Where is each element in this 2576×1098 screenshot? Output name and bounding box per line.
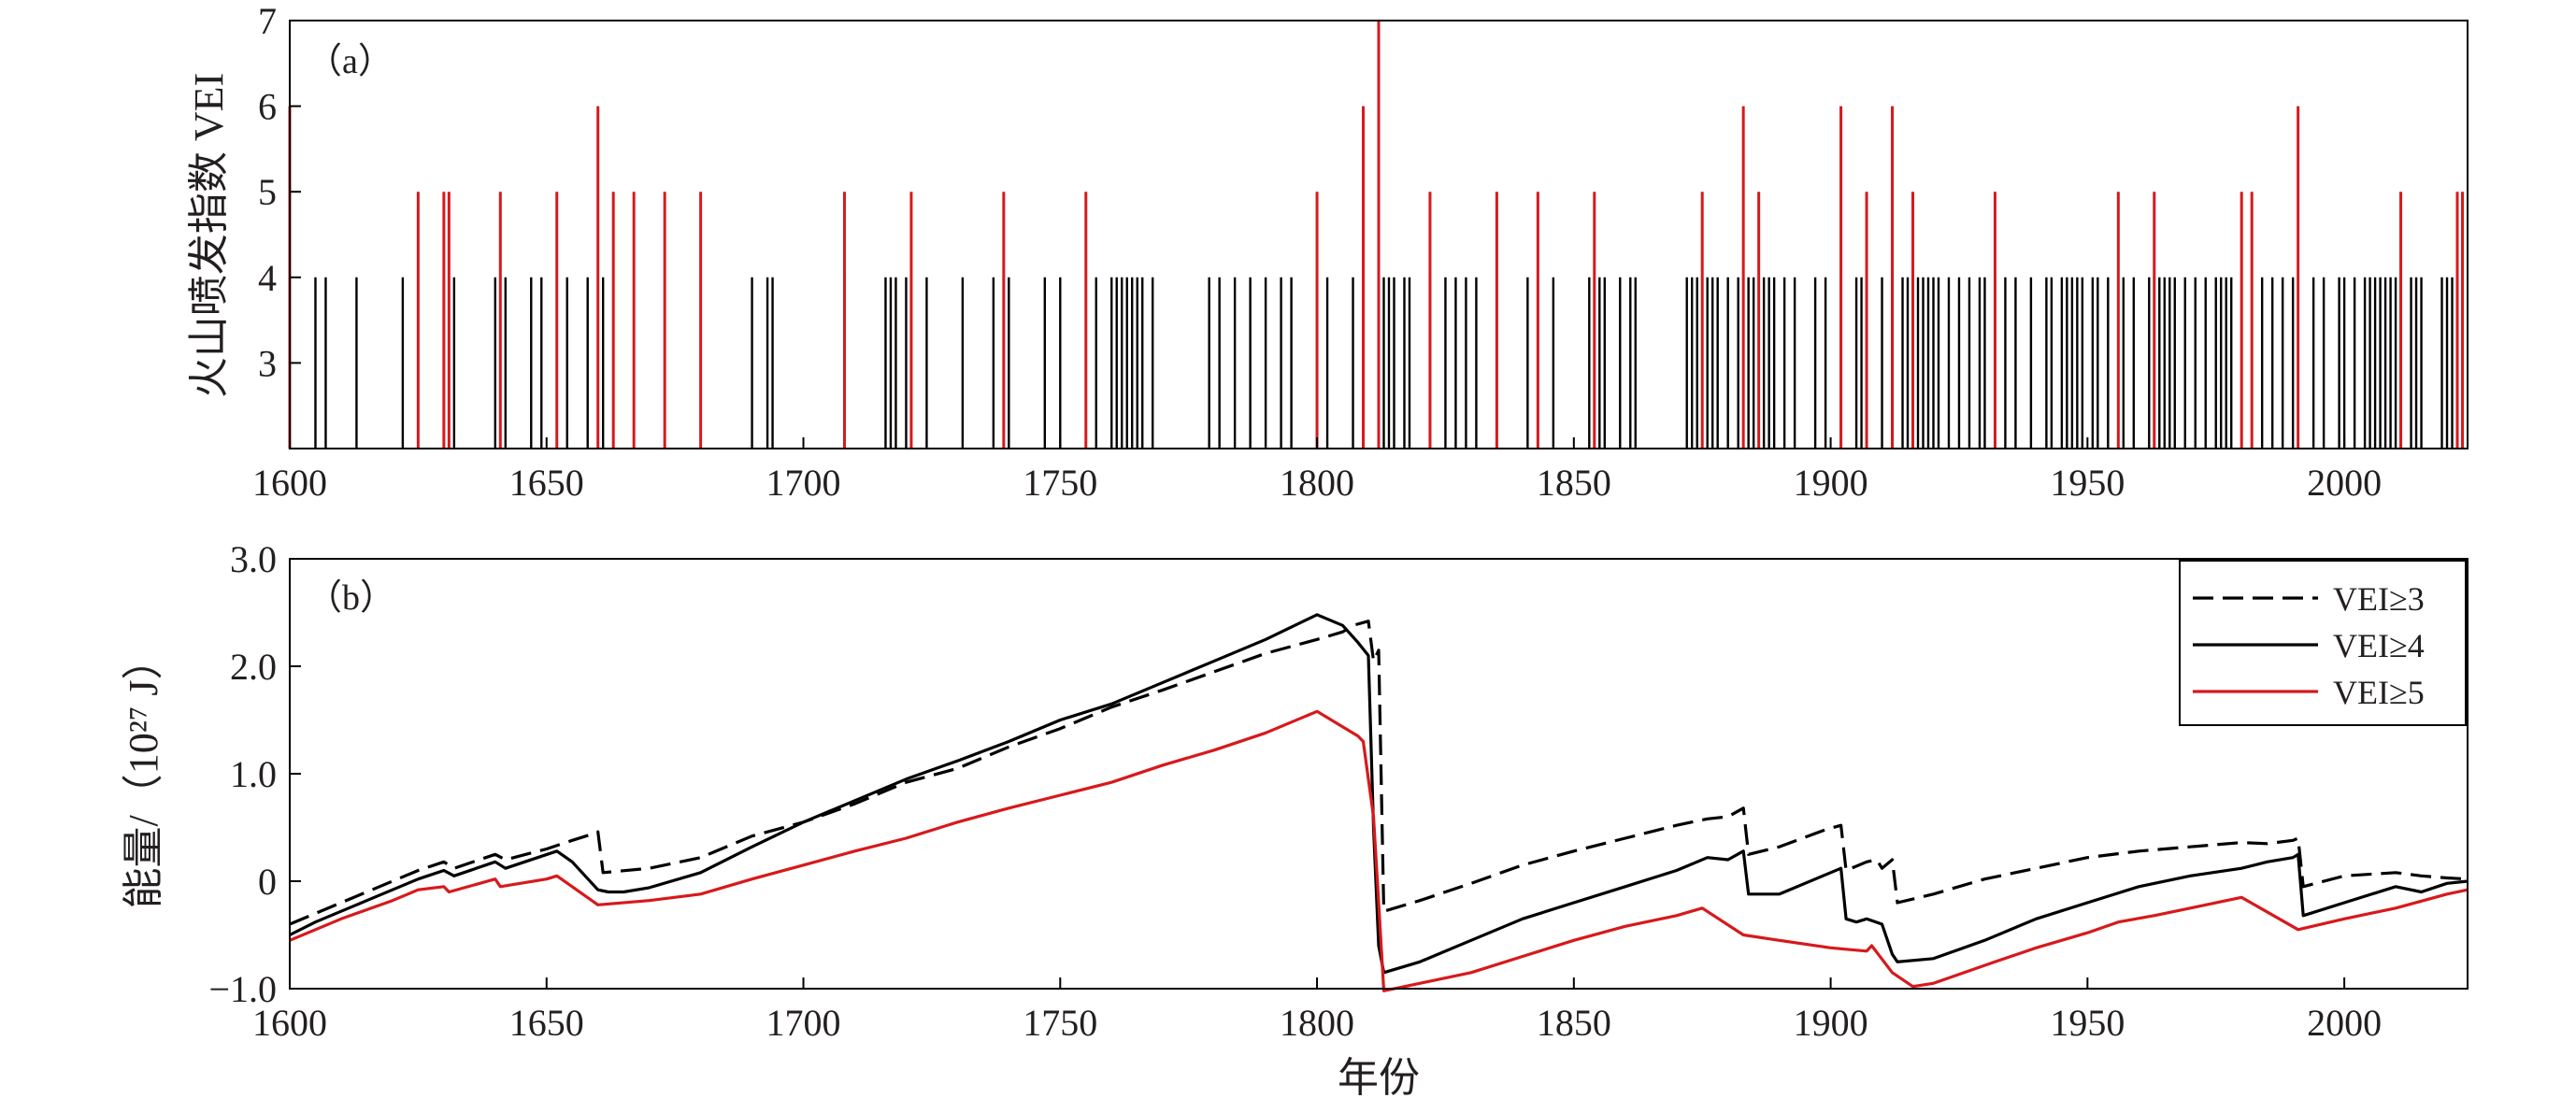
x-tick-label: 1700 (766, 1002, 841, 1044)
x-tick-label: 1850 (1537, 1002, 1611, 1044)
panel-a-bars (288, 21, 2465, 449)
panel-a-y-axis-title: 火山喷发指数 VEI (186, 73, 232, 398)
y-tick-label: 7 (258, 0, 277, 42)
y-tick-label: 3.0 (230, 538, 277, 580)
x-tick-label: 1950 (2050, 1002, 2125, 1044)
y-tick-label: 6 (258, 86, 277, 128)
y-tick-label: 2.0 (230, 646, 277, 688)
legend-label: VEI≥4 (2333, 627, 2425, 664)
panel-a-label: （a） (307, 42, 394, 81)
panel-b-y-axis-title: 能量/（10²⁷ J） (121, 639, 166, 909)
x-tick-label: 1900 (1794, 1002, 1868, 1044)
legend: VEI≥3 VEI≥4 VEI≥5 (2179, 560, 2467, 726)
x-tick-label: 2000 (2307, 1002, 2382, 1044)
vei-3-line (289, 620, 2469, 926)
y-tick-label: 3 (258, 342, 277, 384)
x-tick-label: 1750 (1023, 1002, 1097, 1044)
x-tick-label: 1900 (1794, 462, 1868, 504)
x-tick-label: 1800 (1280, 1002, 1354, 1044)
panel-a-ticks: 1600 1650 1700 1750 1800 1850 1900 1950 2000 3 4 5 6… (252, 0, 2382, 504)
y-tick-label: −1.0 (208, 968, 277, 1010)
x-tick-label: 1650 (509, 462, 584, 504)
panel-a-frame (289, 20, 2469, 449)
panel-b-ticks: 1600 1650 1700 1750 1800 1850 1900 1950 2000 −1.0… (208, 538, 2382, 1044)
x-tick-label: 1850 (1537, 462, 1611, 504)
x-tick-label: 1950 (2050, 462, 2125, 504)
panel-b-x-axis-title: 年份 (1338, 1055, 1420, 1098)
legend-label: VEI≥5 (2333, 674, 2425, 711)
x-tick-label: 1600 (252, 462, 327, 504)
y-tick-label: 0 (258, 861, 277, 903)
x-tick-label: 2000 (2307, 462, 2382, 504)
panel-a: 1600 1650 1700 1750 1800 1850 1900 1950 2000 3 4 5 6… (186, 0, 2469, 504)
y-tick-label: 5 (258, 171, 277, 213)
vei-4-line (289, 613, 2469, 975)
vei-5-line (289, 709, 2469, 992)
x-tick-label: 1800 (1280, 462, 1354, 504)
panel-b-label: （b） (307, 578, 395, 618)
x-tick-label: 1750 (1023, 462, 1097, 504)
panel-b-lines (289, 613, 2469, 992)
y-tick-label: 4 (258, 257, 277, 299)
legend-items: VEI≥3 VEI≥4 VEI≥5 (2193, 580, 2425, 711)
legend-box (2179, 560, 2467, 726)
y-tick-label: 1.0 (230, 753, 277, 795)
x-tick-label: 1700 (766, 462, 841, 504)
legend-label: VEI≥3 (2333, 580, 2425, 618)
panel-b: 1600 1650 1700 1750 1800 1850 1900 1950 2000 −1.0… (121, 538, 2469, 1098)
x-tick-label: 1600 (252, 1002, 327, 1044)
x-tick-label: 1650 (509, 1002, 584, 1044)
